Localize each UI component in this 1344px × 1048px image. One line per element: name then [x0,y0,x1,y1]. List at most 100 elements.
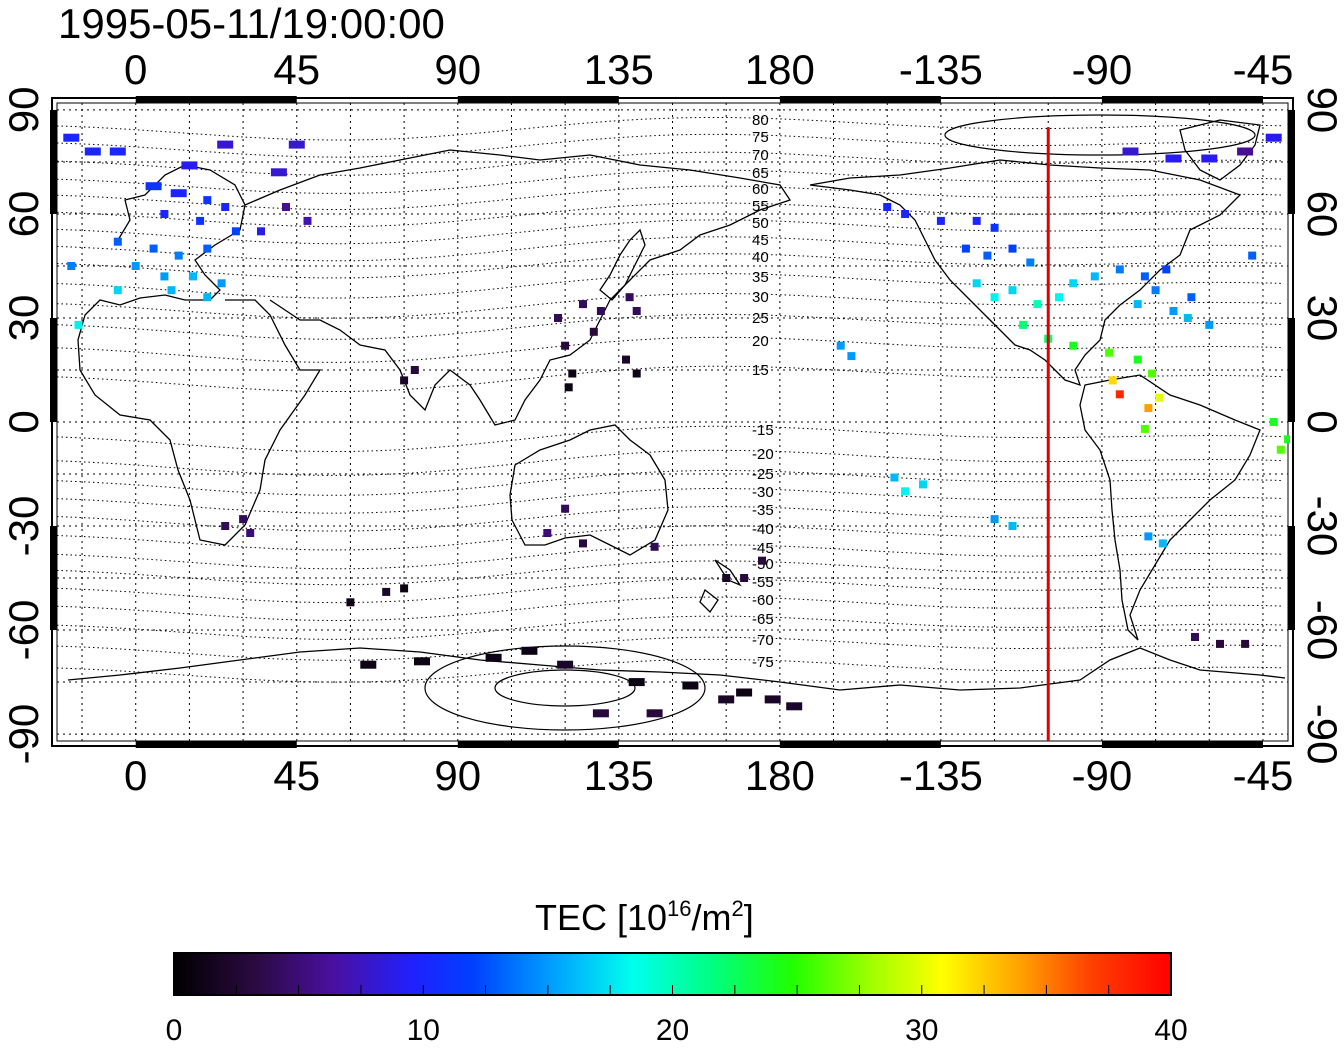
tec-point [1270,418,1278,426]
tec-point [543,529,551,537]
magnetic-lat-label: -15 [752,422,774,439]
lon-label-bottom: 180 [745,752,815,799]
tec-point [1009,245,1017,253]
tec-point [1069,342,1077,350]
tec-point [160,272,168,280]
tec-point [722,574,730,582]
colorbar: TEC [1016/m2] 0 10 20 30 40 [166,896,1188,1047]
tec-point [246,529,254,537]
tec-point [1159,539,1167,547]
coastlines [68,120,1285,690]
tec-point [360,661,376,669]
magnetic-contour [57,659,1281,682]
coastline-newzealand [700,560,740,612]
lon-label-top: 180 [745,46,815,93]
magnetic-lat-label: 65 [752,165,769,182]
tec-point [561,342,569,350]
tec-point [1284,435,1292,443]
tec-point [1144,532,1152,540]
magnetic-lat-label: -40 [752,521,774,538]
magnetic-lat-label: -35 [752,502,774,519]
tec-point [75,321,83,329]
tec-point [85,148,101,156]
lat-label-right: -60 [1299,600,1344,661]
magnetic-lat-label: -25 [752,466,774,483]
tec-point [203,196,211,204]
tec-point [736,689,752,697]
tec-point [1201,155,1217,163]
tec-point [257,227,265,235]
lat-tick-bar-right [1288,110,1295,214]
tec-point [221,522,229,530]
tec-point [150,245,158,253]
magnetic-lat-label: 30 [752,289,769,306]
lon-tick-bar-top [780,96,941,103]
tec-point [590,328,598,336]
lat-label-right: -90 [1299,704,1344,765]
lat-tick-bar-right [1288,526,1295,630]
magnetic-pole-oval-inner [495,670,635,706]
tec-point [189,272,197,280]
magnetic-lat-label: -45 [752,540,774,557]
lon-label-top: -45 [1233,46,1294,93]
magnetic-contour [57,186,1281,209]
tec-point [1166,155,1182,163]
lat-label-right: 0 [1299,410,1344,433]
tec-point [63,134,79,142]
tec-point [991,224,999,232]
lat-label-right: 60 [1299,191,1344,238]
magnetic-contour [57,237,1281,261]
tec-point [937,217,945,225]
magnetic-contour [57,170,1281,193]
lon-tick-bar-bottom [1102,741,1263,748]
tec-point [486,654,502,662]
tec-point [271,168,287,176]
magnetic-contour [57,203,1281,227]
tec-point [1187,293,1195,301]
lon-label-bottom: 135 [584,752,654,799]
magnetic-lat-label: -60 [752,592,774,609]
tec-point [579,539,587,547]
lon-label-top: 90 [434,46,481,93]
tec-point [1123,148,1139,156]
tec-point [629,678,645,686]
tec-point [521,647,537,655]
tec-point [1105,349,1113,357]
magnetic-lat-label: -75 [752,654,774,671]
tec-point [221,203,229,211]
magnetic-lat-label: 75 [752,129,769,146]
lat-tick-bar-right [1288,318,1295,422]
tec-point [883,203,891,211]
lat-label-left: 0 [0,410,47,433]
lat-label-left: -60 [0,600,47,661]
tec-point [382,588,390,596]
magnetic-lat-label: 20 [752,333,769,350]
magnetic-lat-label: -70 [752,632,774,649]
lat-label-right: 30 [1299,295,1344,342]
tec-point [203,245,211,253]
lat-label-right: 90 [1299,87,1344,134]
lat-label-right: -30 [1299,496,1344,557]
tec-point [1237,148,1253,156]
colorbar-tick-label: 10 [407,1014,440,1047]
tec-point [1069,279,1077,287]
tec-point [114,286,122,294]
magnetic-lat-label: -30 [752,484,774,501]
tec-point [962,245,970,253]
lon-label-bottom: -90 [1072,752,1133,799]
lat-label-left: -30 [0,496,47,557]
tec-point [890,474,898,482]
magnetic-contour [57,118,1281,141]
tec-point [1184,314,1192,322]
tec-point [1034,300,1042,308]
tec-point [633,370,641,378]
tec-point [196,217,204,225]
magnetic-contour [57,294,1281,319]
tec-point [568,370,576,378]
lon-label-bottom: 45 [273,752,320,799]
tec-point [218,279,226,287]
north-magnetic-oval [945,115,1255,155]
colorbar-tick-label: 20 [656,1014,689,1047]
tec-point [346,598,354,606]
